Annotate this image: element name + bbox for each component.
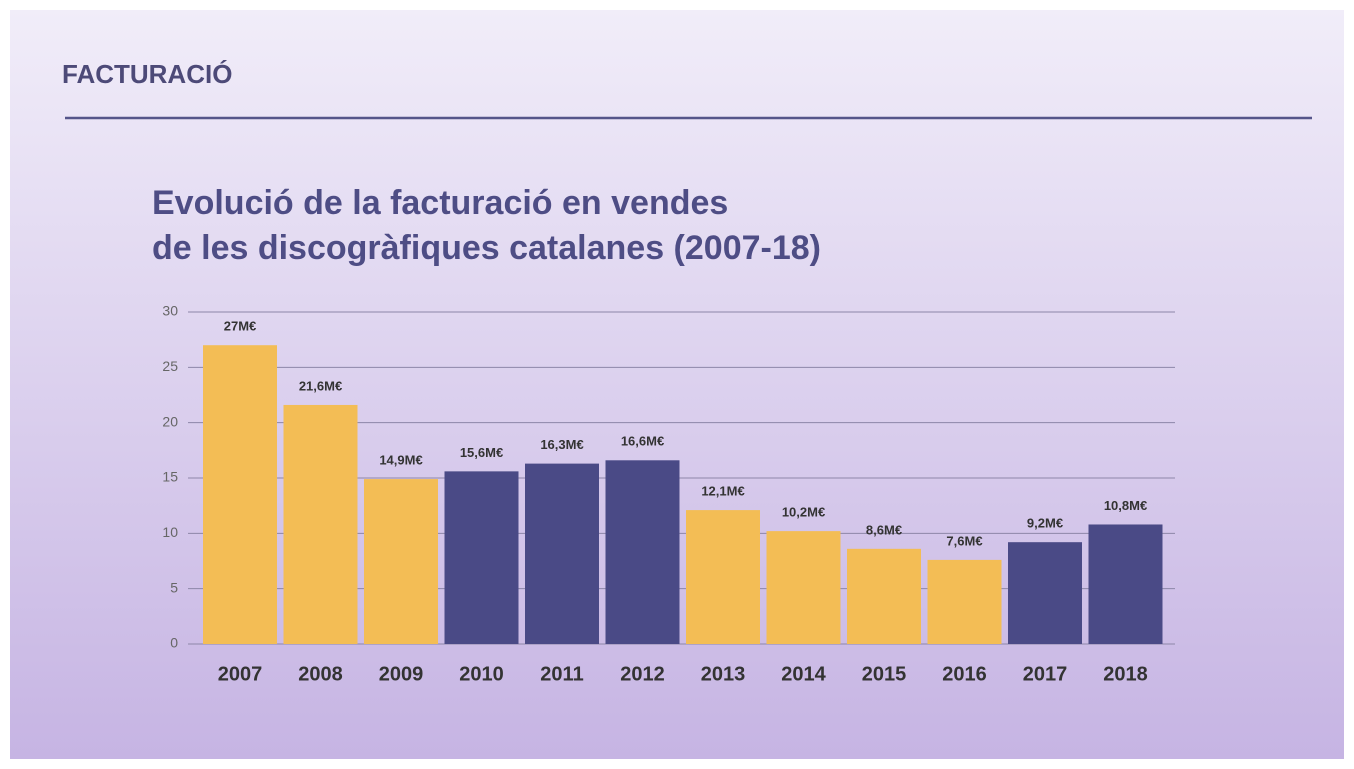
x-tick-label: 2011 [540, 663, 583, 685]
bar [364, 479, 438, 644]
value-label: 16,3M€ [540, 437, 583, 452]
y-tick-label: 5 [170, 579, 178, 595]
value-label: 12,1M€ [701, 484, 744, 499]
x-tick-label: 2007 [218, 663, 263, 685]
x-tick-label: 2008 [298, 663, 343, 685]
y-tick-label: 0 [170, 635, 178, 651]
y-tick-label: 15 [162, 469, 178, 485]
bar [847, 548, 921, 644]
value-label: 16,6M€ [621, 434, 664, 449]
bar [1008, 542, 1082, 644]
x-tick-label: 2013 [701, 663, 746, 685]
heading: FACTURACIÓ [62, 59, 232, 89]
bar [203, 345, 277, 644]
bar [444, 471, 519, 644]
bar [686, 510, 760, 644]
value-label: 27M€ [224, 319, 257, 334]
value-label: 7,6M€ [946, 533, 982, 548]
value-label: 10,2M€ [782, 505, 825, 520]
chart-title: Evolució de la facturació en vendes [152, 184, 728, 222]
x-tick-label: 2009 [379, 663, 424, 685]
bar [525, 463, 599, 644]
y-tick-label: 20 [162, 413, 178, 429]
x-tick-label: 2018 [1103, 663, 1148, 685]
value-label: 9,2M€ [1027, 516, 1063, 531]
value-label: 15,6M€ [460, 445, 503, 460]
bar [1088, 524, 1163, 644]
x-tick-label: 2016 [942, 663, 987, 685]
y-tick-label: 30 [162, 303, 178, 319]
x-tick-label: 2014 [781, 663, 826, 685]
x-tick-label: 2010 [459, 663, 504, 685]
x-tick-label: 2012 [620, 663, 665, 685]
bar [927, 559, 1002, 644]
value-label: 8,6M€ [866, 522, 902, 537]
bar [283, 404, 358, 644]
y-tick-label: 25 [162, 358, 178, 374]
value-label: 21,6M€ [299, 378, 342, 393]
bar [766, 531, 841, 644]
x-tick-label: 2015 [862, 663, 907, 685]
bar [605, 460, 680, 644]
y-tick-label: 10 [162, 524, 178, 540]
value-label: 10,8M€ [1104, 498, 1147, 513]
x-tick-label: 2017 [1023, 663, 1068, 685]
chart-title: de les discogràfiques catalanes (2007-18… [152, 229, 821, 267]
value-label: 14,9M€ [379, 453, 422, 468]
